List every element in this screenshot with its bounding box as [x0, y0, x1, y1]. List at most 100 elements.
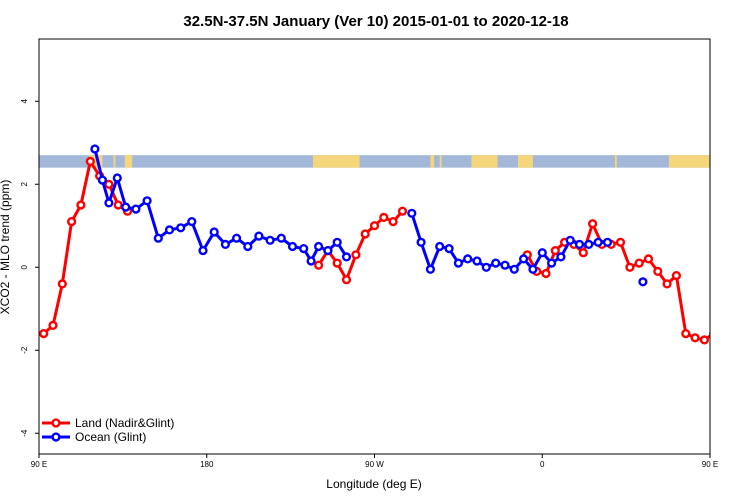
data-point: [584, 239, 594, 250]
y-axis-label: XCO2 - MLO trend (ppm): [0, 180, 12, 315]
data-point: [276, 233, 286, 243]
data-point: [643, 254, 654, 264]
data-point: [453, 258, 464, 268]
series-line: [317, 210, 404, 282]
data-point: [131, 204, 141, 214]
data-point: [299, 244, 309, 254]
data-point: [306, 256, 316, 266]
data-point: [379, 212, 389, 223]
land-segment: [614, 155, 617, 168]
data-point: [243, 241, 253, 252]
data-point: [104, 198, 114, 208]
data-point: [90, 144, 100, 154]
data-point: [634, 258, 644, 268]
land-ocean-mask: [39, 155, 710, 168]
land-segment: [668, 155, 710, 168]
data-point: [48, 320, 58, 331]
legend-label: Ocean (Glint): [75, 430, 146, 444]
data-point: [388, 217, 398, 227]
data-point: [729, 281, 736, 288]
data-point: [142, 196, 152, 206]
x-tick-label: 90 W: [365, 460, 384, 469]
land-segment: [430, 155, 435, 168]
data-point: [187, 217, 197, 227]
data-point: [491, 258, 501, 268]
legend-marker: [51, 432, 61, 442]
data-point: [265, 235, 275, 245]
data-point: [287, 241, 298, 252]
data-point: [738, 218, 745, 225]
data-point: [254, 231, 264, 241]
data-point: [232, 233, 242, 243]
data-point: [113, 200, 123, 210]
data-point: [397, 206, 408, 216]
y-axis: -4 -2 0 2 4: [20, 98, 39, 437]
series-line: [525, 222, 710, 342]
data-point: [541, 268, 551, 279]
data-point: [39, 329, 49, 339]
data-point: [602, 237, 613, 247]
y-tick-label: 4: [20, 98, 29, 103]
data-point: [104, 179, 114, 189]
data-point: [615, 237, 626, 247]
data-point: [681, 329, 691, 339]
data-point: [546, 258, 557, 268]
data-point: [472, 256, 482, 266]
data-point: [509, 264, 519, 274]
y-tick-label: 2: [20, 181, 29, 186]
chart-title: 32.5N-37.5N January (Ver 10) 2015-01-01 …: [183, 13, 568, 30]
series-ocean: [90, 144, 648, 287]
series-line: [410, 212, 608, 271]
data-point: [481, 262, 491, 272]
data-point: [416, 237, 426, 247]
data-point: [638, 277, 648, 287]
series-land: [39, 156, 745, 345]
data-point: [407, 208, 417, 218]
data-point: [653, 266, 663, 277]
data-point: [57, 279, 67, 289]
data-point: [500, 260, 510, 270]
data-point: [435, 241, 445, 252]
data-point: [112, 173, 122, 183]
data-point: [176, 223, 186, 233]
data-point: [463, 254, 473, 264]
data-point: [341, 275, 352, 285]
land-segment: [471, 155, 498, 168]
data-point: [76, 200, 86, 210]
data-point: [369, 221, 380, 231]
data-point: [578, 248, 588, 258]
data-point: [699, 335, 710, 345]
x-tick-label: 90 E: [31, 460, 47, 469]
land-segment: [518, 155, 533, 168]
data-point: [625, 262, 635, 272]
data-point: [332, 258, 342, 268]
data-point: [198, 246, 208, 256]
x-tick-label: 180: [200, 460, 214, 469]
data-point: [528, 264, 538, 274]
data-point: [671, 271, 682, 281]
data-point: [97, 175, 108, 185]
data-point: [662, 279, 672, 289]
ocean-band: [39, 155, 710, 168]
data-point: [332, 237, 342, 247]
data-point: [709, 330, 710, 337]
land-segment: [113, 155, 116, 168]
data-point: [153, 233, 163, 243]
data-point: [587, 219, 598, 229]
data-point: [164, 225, 175, 235]
data-point: [537, 248, 547, 258]
x-axis-label: Longitude (deg E): [326, 477, 421, 491]
data-point: [314, 260, 324, 270]
data-point: [565, 235, 575, 245]
land-segment: [312, 155, 360, 168]
data-point: [425, 264, 436, 274]
data-point: [720, 322, 727, 329]
data-point: [556, 252, 566, 262]
data-point: [314, 241, 324, 252]
series-layer: [39, 144, 745, 345]
y-tick-label: -2: [20, 346, 29, 354]
series-line: [42, 159, 129, 335]
data-point: [574, 239, 585, 250]
x-tick-label: 90 E: [702, 460, 718, 469]
